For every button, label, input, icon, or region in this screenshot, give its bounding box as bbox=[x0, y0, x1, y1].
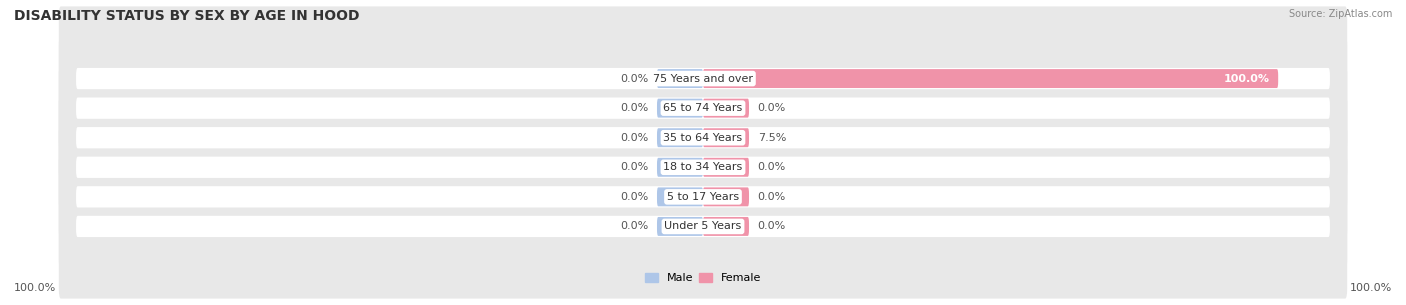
Text: 75 Years and over: 75 Years and over bbox=[652, 74, 754, 84]
FancyBboxPatch shape bbox=[657, 187, 703, 206]
FancyBboxPatch shape bbox=[59, 66, 1347, 210]
Text: 0.0%: 0.0% bbox=[620, 74, 648, 84]
FancyBboxPatch shape bbox=[59, 6, 1347, 151]
FancyBboxPatch shape bbox=[76, 186, 1330, 207]
FancyBboxPatch shape bbox=[59, 125, 1347, 269]
FancyBboxPatch shape bbox=[703, 69, 1278, 88]
Text: 100.0%: 100.0% bbox=[1350, 283, 1392, 293]
Legend: Male, Female: Male, Female bbox=[640, 268, 766, 288]
FancyBboxPatch shape bbox=[59, 154, 1347, 299]
Text: 0.0%: 0.0% bbox=[758, 192, 786, 202]
FancyBboxPatch shape bbox=[76, 157, 1330, 178]
FancyBboxPatch shape bbox=[76, 216, 1330, 237]
FancyBboxPatch shape bbox=[657, 69, 703, 88]
FancyBboxPatch shape bbox=[703, 99, 749, 118]
FancyBboxPatch shape bbox=[703, 158, 749, 177]
Text: 0.0%: 0.0% bbox=[620, 103, 648, 113]
FancyBboxPatch shape bbox=[76, 127, 1330, 148]
FancyBboxPatch shape bbox=[76, 98, 1330, 119]
Text: 18 to 34 Years: 18 to 34 Years bbox=[664, 162, 742, 172]
FancyBboxPatch shape bbox=[703, 217, 749, 236]
Text: 0.0%: 0.0% bbox=[620, 162, 648, 172]
Text: 7.5%: 7.5% bbox=[758, 133, 786, 143]
Text: 0.0%: 0.0% bbox=[620, 221, 648, 231]
FancyBboxPatch shape bbox=[657, 217, 703, 236]
FancyBboxPatch shape bbox=[657, 128, 703, 147]
Text: 0.0%: 0.0% bbox=[758, 103, 786, 113]
Text: 65 to 74 Years: 65 to 74 Years bbox=[664, 103, 742, 113]
FancyBboxPatch shape bbox=[703, 187, 749, 206]
Text: 35 to 64 Years: 35 to 64 Years bbox=[664, 133, 742, 143]
FancyBboxPatch shape bbox=[76, 68, 1330, 89]
Text: 0.0%: 0.0% bbox=[758, 162, 786, 172]
Text: 100.0%: 100.0% bbox=[1223, 74, 1270, 84]
Text: Under 5 Years: Under 5 Years bbox=[665, 221, 741, 231]
FancyBboxPatch shape bbox=[703, 128, 749, 147]
FancyBboxPatch shape bbox=[657, 158, 703, 177]
Text: DISABILITY STATUS BY SEX BY AGE IN HOOD: DISABILITY STATUS BY SEX BY AGE IN HOOD bbox=[14, 9, 360, 23]
Text: 0.0%: 0.0% bbox=[620, 192, 648, 202]
Text: 0.0%: 0.0% bbox=[620, 133, 648, 143]
Text: 5 to 17 Years: 5 to 17 Years bbox=[666, 192, 740, 202]
FancyBboxPatch shape bbox=[59, 95, 1347, 239]
FancyBboxPatch shape bbox=[59, 36, 1347, 180]
Text: 0.0%: 0.0% bbox=[758, 221, 786, 231]
FancyBboxPatch shape bbox=[657, 99, 703, 118]
Text: Source: ZipAtlas.com: Source: ZipAtlas.com bbox=[1288, 9, 1392, 19]
Text: 100.0%: 100.0% bbox=[14, 283, 56, 293]
